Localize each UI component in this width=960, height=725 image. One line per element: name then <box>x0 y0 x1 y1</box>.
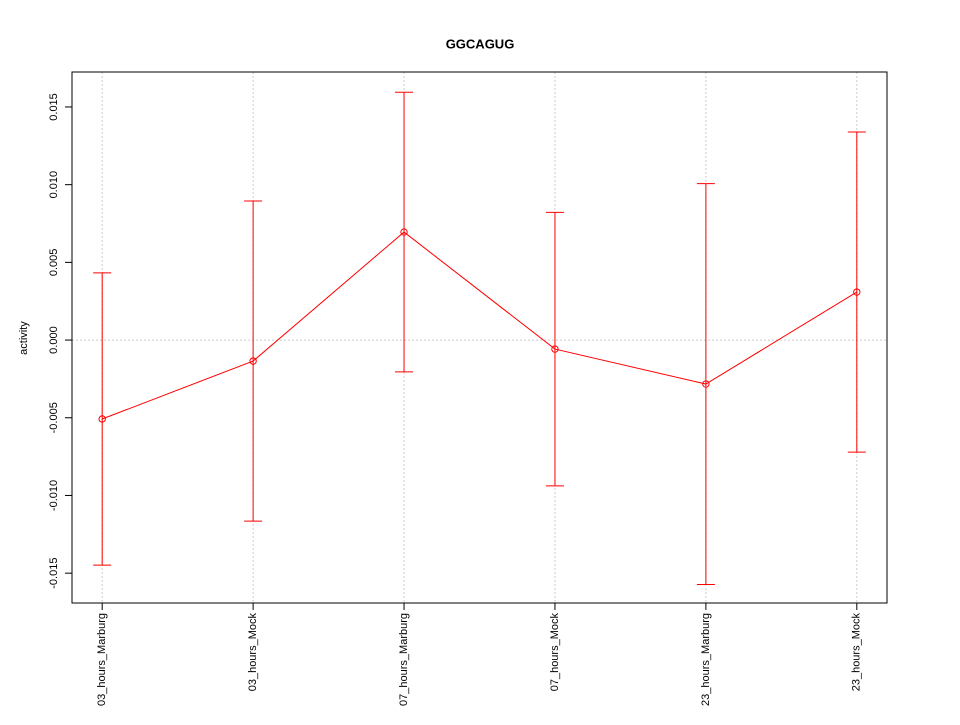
y-tick-label: -0.005 <box>48 402 60 433</box>
point <box>853 288 861 296</box>
x-tick-label: 23_hours_Mock <box>851 613 863 692</box>
y-tick-label: 0.005 <box>48 249 60 277</box>
y-tick-label: 0.000 <box>48 326 60 354</box>
x-tick-label: 03_hours_Marburg <box>96 613 108 706</box>
point <box>702 380 710 388</box>
y-tick-label: 0.015 <box>48 93 60 121</box>
line <box>102 231 858 420</box>
y-tick-label: -0.015 <box>48 558 60 589</box>
x-tick-label: 23_hours_Marburg <box>700 613 712 706</box>
point <box>400 228 408 236</box>
x-tick-label: 07_hours_Mock <box>549 613 561 692</box>
x-tick-label: 07_hours_Marburg <box>398 613 410 706</box>
point <box>249 357 257 365</box>
x-tick-label: 03_hours_Mock <box>247 613 259 692</box>
point <box>98 415 106 423</box>
y-tick-label: 0.010 <box>48 171 60 199</box>
point <box>551 345 559 353</box>
y-tick-label: -0.010 <box>48 480 60 511</box>
plot-frame <box>71 71 888 604</box>
y-axis-label: activity <box>18 321 30 355</box>
chart-title: GGCAGUG <box>446 36 515 51</box>
